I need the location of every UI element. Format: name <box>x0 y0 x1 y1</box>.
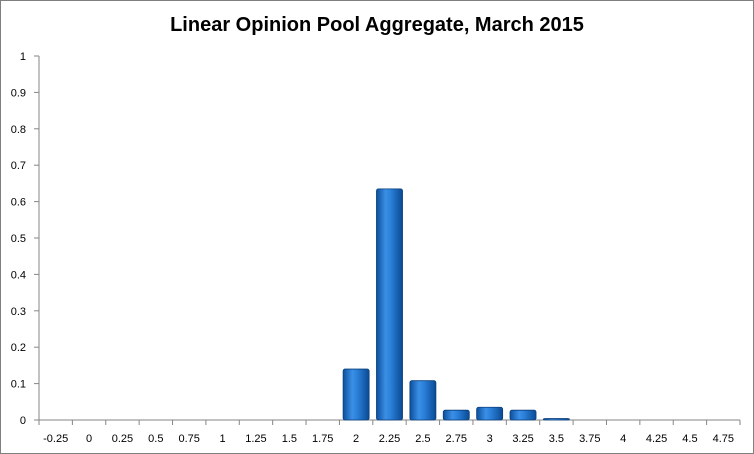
y-tick-label: 0.5 <box>11 233 26 245</box>
bar-2.5 <box>409 380 437 421</box>
x-tick-label: 4 <box>620 433 626 445</box>
y-tick-labels: 0 0.1 0.2 0.3 0.4 0.5 0.6 0.7 0.8 0.9 1 <box>11 51 26 427</box>
y-tick-label: 1 <box>20 51 26 63</box>
x-tick-label: 3.75 <box>579 433 600 445</box>
bar-2 <box>342 368 370 421</box>
x-tick-label: 4.5 <box>682 433 697 445</box>
x-tick-label: 0 <box>86 433 92 445</box>
y-tick-label: 0 <box>20 415 26 427</box>
axes <box>34 55 741 425</box>
bar-3 <box>476 406 504 421</box>
x-tick-labels: -0.25 0 0.25 0.5 0.75 1 1.25 1.5 1.75 2 2.25 2.5 2.7… <box>43 433 734 445</box>
x-tick-label: 0.25 <box>112 433 133 445</box>
y-tick-label: 0.1 <box>11 379 26 391</box>
chart-title: Linear Opinion Pool Aggregate, March 201… <box>170 14 584 36</box>
y-tick-label: 0.8 <box>11 124 26 136</box>
x-tick-label: 4.25 <box>646 433 667 445</box>
x-tick-label: 1.75 <box>312 433 333 445</box>
bars <box>342 188 570 421</box>
y-tick-label: 0.7 <box>11 160 26 172</box>
x-tick-label: 2.25 <box>379 433 400 445</box>
x-tick-label: 3 <box>487 433 493 445</box>
x-tick-label: 2.75 <box>446 433 467 445</box>
x-tick-label: 1.5 <box>282 433 297 445</box>
x-tick-label: 2.5 <box>415 433 430 445</box>
x-tick-label: 0.5 <box>148 433 163 445</box>
x-tick-label: 1 <box>220 433 226 445</box>
x-tick-label: 3.25 <box>512 433 533 445</box>
x-tick-label: 3.5 <box>549 433 564 445</box>
y-tick-label: 0.3 <box>11 306 26 318</box>
bar-2.75 <box>442 409 470 421</box>
bar-2.25 <box>376 188 403 421</box>
x-tick-label: 0.75 <box>179 433 200 445</box>
x-tick-label: 4.75 <box>713 433 734 445</box>
x-tick-label: 1.25 <box>245 433 266 445</box>
bar-3.5 <box>542 418 570 421</box>
x-tick-label: 2 <box>353 433 359 445</box>
y-tick-label: 0.9 <box>11 87 26 99</box>
y-tick-label: 0.2 <box>11 342 26 354</box>
y-tick-label: 0.4 <box>11 269 26 281</box>
bar-3.25 <box>509 409 537 421</box>
y-tick-label: 0.6 <box>11 197 26 209</box>
x-tick-label: -0.25 <box>43 433 68 445</box>
